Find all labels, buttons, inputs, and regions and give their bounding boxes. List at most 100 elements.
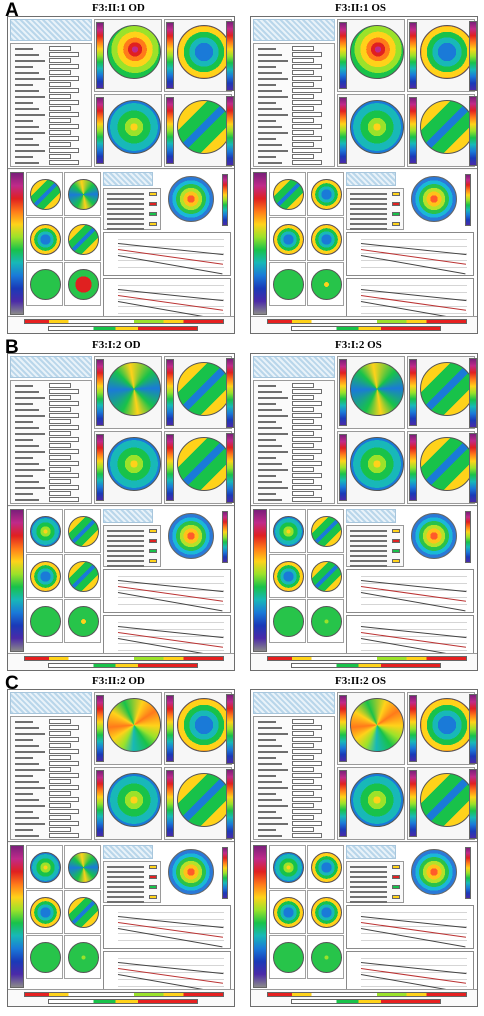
info-text-line [15,799,39,801]
header-logo-tiles [103,845,153,859]
info-text-line [15,144,39,146]
info-value-box [49,46,71,51]
topography-map [68,516,99,547]
info-text-line [258,475,276,477]
info-text-line [258,445,282,447]
graph-gridline [361,313,467,314]
info-value-box [49,413,79,418]
status-swatch [392,865,400,869]
color-scale [226,96,234,166]
profile-curve [360,928,466,948]
topography-map [107,100,161,154]
small-map-panel [269,599,306,643]
color-scale [166,359,174,426]
small-map-panel [269,262,306,306]
topography-map [107,698,161,752]
panel-letter: C [5,673,19,694]
header-logo-tiles [10,356,92,378]
map-panel [407,94,475,167]
status-swatch [392,192,400,196]
status-swatch [149,875,157,879]
measurement-table [346,861,404,903]
status-swatch [149,202,157,206]
report-top-section [251,17,477,169]
info-text-line [15,469,45,471]
info-text-line [15,751,45,753]
os-report [250,353,478,671]
graph-gridline [361,583,467,584]
thickness-topography-map [168,176,214,222]
topography-map [107,437,161,491]
info-text-line [258,451,288,453]
info-text-line [15,481,39,483]
graph-gridline [118,912,224,913]
index-color-bar [291,999,441,1004]
small-map-panel [26,509,63,553]
status-swatch [392,885,400,889]
color-scale [96,695,104,762]
info-value-box [292,431,314,436]
info-value-box [292,461,322,466]
index-color-bar [24,319,224,324]
table-row [350,535,387,537]
small-map-panel [26,172,63,216]
info-text-line [15,409,39,411]
od-eye-title: F3:II:1 OD [92,2,145,14]
table-row [107,193,144,195]
report-top-section [8,354,234,506]
topography-map [420,25,474,79]
topography-map [107,362,161,416]
graph-gridline [361,965,467,966]
small-map-panel [307,509,344,553]
info-text-line [258,829,276,831]
info-text-line [15,727,39,729]
map-panel [337,19,405,92]
table-row [107,881,144,883]
topography-map [420,698,474,752]
info-text-line [258,72,282,74]
small-map-panel [64,509,101,553]
info-text-line [258,397,288,399]
header-logo-tiles [346,172,396,186]
color-scale [409,97,417,164]
index-color-bar [24,992,224,997]
topography-map [311,606,342,637]
info-value-box [49,767,71,772]
graph-gridline [361,285,467,286]
index-color-bar [48,999,198,1004]
color-scale [96,22,104,89]
od-report [7,353,235,671]
topography-map [350,698,404,752]
info-value-box [49,455,71,460]
topography-map [177,100,231,154]
small-map-panel [64,845,101,889]
report-top-section [8,690,234,842]
info-text-line [258,781,282,783]
small-map-panel [269,172,306,216]
color-scale [10,845,24,988]
status-swatch [149,212,157,216]
info-value-box [292,449,322,454]
info-value-box [49,731,71,736]
info-value-box [49,118,71,123]
topography-map [68,606,99,637]
graph-gridline [118,650,224,651]
info-text-line [258,60,288,62]
info-value-box [49,467,71,472]
info-value-box [292,383,314,388]
index-color-bar [48,326,198,331]
graph-gridline [118,933,224,934]
graph-gridline [361,629,467,630]
info-value-box [49,773,79,778]
color-scale [226,433,234,503]
info-value-box [292,76,322,81]
os-report [250,689,478,1007]
info-value-box [49,425,79,430]
patient-info-table [10,43,92,167]
small-map-panel [64,890,101,934]
graph-gridline [361,926,467,927]
info-value-box [292,773,322,778]
topography-map [273,224,304,255]
thickness-topography-map [411,513,457,559]
info-value-box [292,419,314,424]
